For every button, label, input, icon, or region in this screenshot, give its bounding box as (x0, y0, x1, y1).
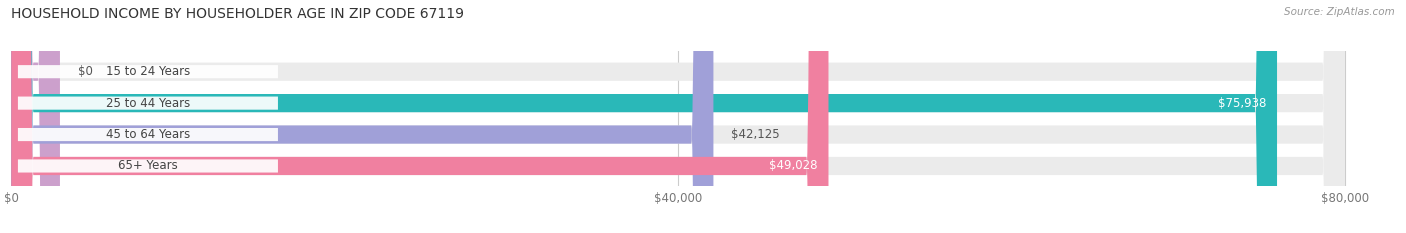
FancyBboxPatch shape (11, 0, 1344, 233)
FancyBboxPatch shape (18, 128, 278, 141)
Text: $0: $0 (77, 65, 93, 78)
Text: $49,028: $49,028 (769, 159, 817, 172)
Text: 65+ Years: 65+ Years (118, 159, 177, 172)
Text: $75,938: $75,938 (1218, 97, 1265, 110)
Text: HOUSEHOLD INCOME BY HOUSEHOLDER AGE IN ZIP CODE 67119: HOUSEHOLD INCOME BY HOUSEHOLDER AGE IN Z… (11, 7, 464, 21)
FancyBboxPatch shape (11, 0, 713, 233)
Text: 15 to 24 Years: 15 to 24 Years (105, 65, 190, 78)
FancyBboxPatch shape (11, 0, 1344, 233)
Text: $42,125: $42,125 (731, 128, 780, 141)
FancyBboxPatch shape (11, 0, 828, 233)
Text: Source: ZipAtlas.com: Source: ZipAtlas.com (1284, 7, 1395, 17)
FancyBboxPatch shape (11, 0, 1277, 233)
Text: 45 to 64 Years: 45 to 64 Years (105, 128, 190, 141)
FancyBboxPatch shape (18, 65, 278, 78)
FancyBboxPatch shape (11, 0, 60, 233)
FancyBboxPatch shape (18, 96, 278, 110)
FancyBboxPatch shape (11, 0, 1344, 233)
FancyBboxPatch shape (11, 0, 1344, 233)
Text: 25 to 44 Years: 25 to 44 Years (105, 97, 190, 110)
FancyBboxPatch shape (18, 159, 278, 172)
